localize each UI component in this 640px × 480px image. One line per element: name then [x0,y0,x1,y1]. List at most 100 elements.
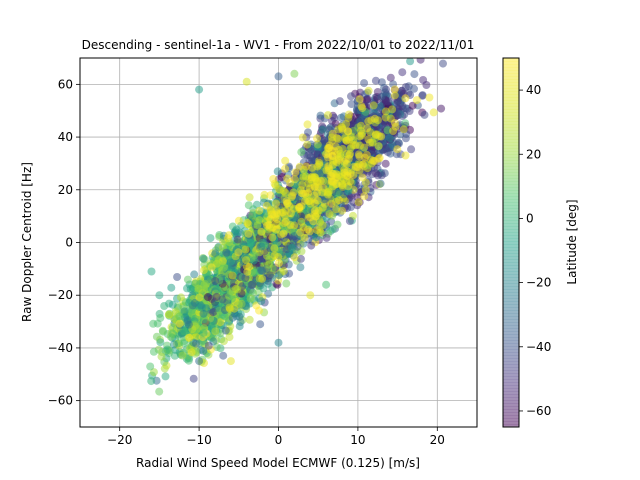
scatter-point [349,171,358,179]
x-tick-label: 20 [430,433,445,447]
scatter-point [190,298,199,307]
scatter-point [232,225,241,234]
scatter-point [357,121,365,130]
x-tick-label: −10 [186,433,211,447]
scatter-point [299,189,308,198]
scatter-point [296,254,305,263]
scatter-point [330,113,339,122]
scatter-point [247,280,256,289]
scatter-point [408,101,417,110]
scatter-point [429,108,438,117]
scatter-point [168,300,177,309]
scatter-point [313,226,321,235]
scatter-point [257,242,266,251]
x-tick-label: −20 [107,433,132,447]
scatter-point [313,140,322,149]
colorbar-stripes [503,59,519,427]
scatter-point [416,58,425,64]
scatter-point [234,216,243,225]
scatter-point [199,328,208,337]
scatter-point [208,316,217,325]
y-tick-label: 40 [58,130,73,144]
scatter-point [324,111,332,120]
x-axis: −20 −10 0 10 20 [107,427,445,447]
scatter-point [297,202,306,211]
colorbar-tick-label: −40 [526,340,551,354]
scatter-point [225,333,234,342]
scatter-point [407,145,416,154]
scatter-point [185,298,194,307]
scatter-point [311,212,320,221]
scatter-point [299,223,308,232]
scatter-point [342,136,351,145]
scatter-point [296,263,305,272]
scatter-point [327,172,336,181]
scatter-point [311,182,320,191]
scatter-point [199,254,208,263]
scatter-point [243,218,252,227]
scatter-point [274,338,283,347]
scatter-point [270,244,279,253]
scatter-point [165,310,173,319]
scatter-point [280,211,289,220]
scatter-point [273,209,282,218]
scatter-point [356,141,364,150]
colorbar-tick-label: −20 [526,276,551,290]
scatter-point [233,285,242,294]
scatter-point [358,129,367,138]
scatter-point [358,160,367,169]
scatter-point [299,173,308,181]
scatter-point [327,133,336,142]
scatter-point [390,91,399,100]
scatter-point [420,110,429,119]
scatter-point [347,100,356,108]
scatter-point [375,153,384,162]
scatter-point [289,188,298,197]
scatter-point [352,163,361,172]
scatter-point [266,191,275,200]
scatter-point [307,241,316,250]
scatter-point [401,151,410,160]
scatter-point [393,97,402,106]
scatter-point [274,259,283,267]
scatter-point [241,245,250,254]
scatter-point [337,122,346,131]
scatter-point [437,104,446,113]
scatter-point [219,351,228,360]
scatter-point [206,234,215,243]
scatter-point [241,274,250,282]
scatter-point [257,227,266,236]
scatter-point [203,293,212,301]
scatter-point [419,76,428,84]
scatter-point [265,255,274,264]
scatter-point [336,152,345,161]
scatter-point [291,168,300,177]
colorbar-tick-label: 0 [526,211,534,225]
scatter-point [256,281,265,290]
scatter-point [244,229,253,238]
scatter-point [418,91,427,100]
scatter-point [178,351,187,360]
scatter-point [228,313,237,322]
scatter-point [180,339,189,348]
scatter-point [266,215,275,224]
scatter-point [374,142,383,151]
scatter-point [161,372,170,381]
colorbar-gradient [503,58,519,427]
scatter-point [211,277,220,285]
scatter-point [361,178,370,187]
scatter-point [209,308,218,317]
scatter-point [186,285,195,293]
scatter-point [226,357,235,366]
scatter-point [256,320,265,329]
scatter-point [281,164,290,173]
scatter-point [255,306,263,315]
scatter-point [246,294,255,303]
colorbar-tick-label: 20 [526,147,541,161]
scatter-point [199,309,208,318]
scatter-point [349,136,358,145]
scatter-point [257,266,265,275]
scatter-point [380,145,389,154]
scatter-point [290,253,299,262]
